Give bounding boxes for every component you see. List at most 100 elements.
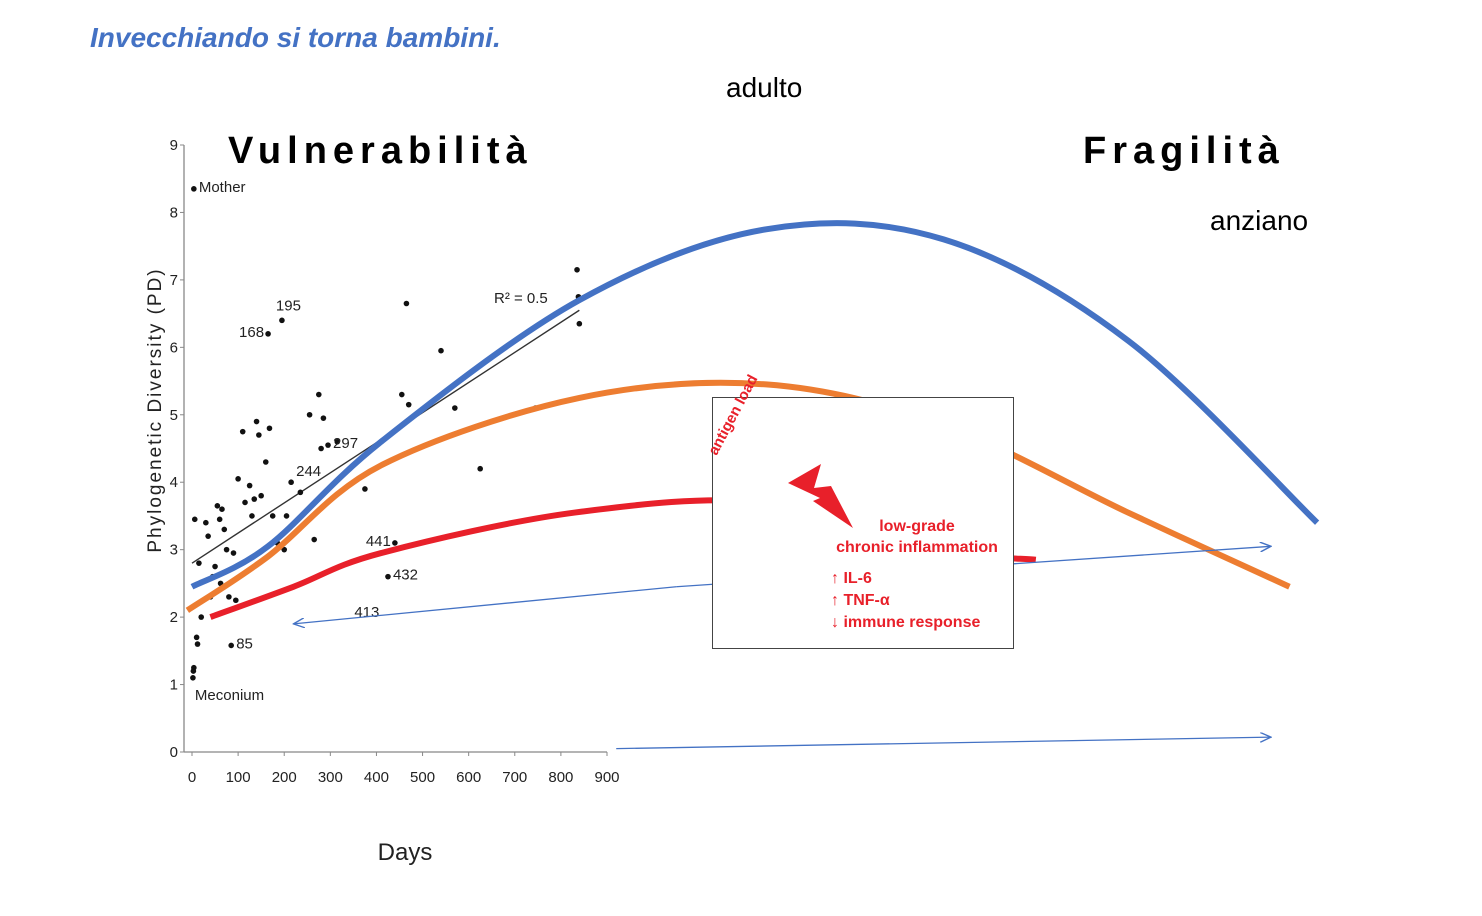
point-label: 413	[354, 604, 379, 621]
data-point	[191, 186, 197, 192]
cytokine-item: ↑ TNF-α	[831, 592, 890, 609]
inflammation-heading-line2: chronic inflammation	[836, 539, 998, 556]
data-point	[251, 496, 258, 502]
data-point	[253, 418, 260, 425]
x-tick-label: 400	[364, 769, 389, 786]
point-label: 244	[296, 463, 321, 480]
data-point	[205, 533, 211, 539]
lightning-bolt-icon	[788, 464, 853, 528]
data-point	[212, 563, 218, 570]
axes: 0 1 2 3 4 5 6 7 8 9 0 100 200 300 400 500 600 700 800 900	[170, 137, 620, 786]
y-axis-label: Phylogenetic Diversity (PD)	[145, 267, 166, 552]
data-point	[221, 526, 228, 533]
data-point	[325, 442, 331, 448]
x-axis-label: Days	[378, 839, 433, 866]
point-label: 441	[366, 533, 391, 550]
x-tick-label: 600	[456, 769, 481, 786]
data-point	[311, 536, 317, 543]
inflammation-heading: low-grade chronic inflammation	[827, 516, 1007, 558]
data-point	[196, 560, 202, 566]
data-point	[320, 415, 327, 421]
y-tick-label: 1	[170, 677, 178, 694]
cytokine-item: ↑ IL-6	[831, 570, 872, 587]
data-point	[239, 428, 246, 435]
x-tick-label: 0	[188, 769, 196, 786]
overlay-curve	[185, 379, 1291, 613]
x-tick-label: 500	[410, 769, 435, 786]
label-vulnerabilita: Vulnerabilità	[228, 130, 533, 172]
data-point	[392, 540, 398, 546]
point-label: 85	[236, 635, 253, 652]
point-label: 168	[239, 324, 264, 341]
data-point	[279, 317, 285, 324]
data-point	[266, 425, 273, 432]
point-label: 432	[393, 567, 418, 584]
data-point	[219, 506, 225, 512]
data-point	[403, 300, 410, 307]
data-point	[235, 476, 241, 482]
data-point	[194, 641, 201, 647]
data-point	[334, 438, 341, 445]
label-anziano: anziano	[1210, 205, 1309, 236]
data-point	[249, 513, 255, 519]
data-point	[265, 331, 271, 337]
x-tick-label: 200	[272, 769, 297, 786]
x-tick-label: 800	[548, 769, 573, 786]
y-tick-label: 8	[170, 204, 178, 221]
overlay-curve	[190, 220, 1320, 590]
y-tick-label: 7	[170, 272, 178, 289]
inflammation-inset: antigen load low-grade chronic inflammat…	[705, 372, 1014, 649]
x-tick-label: 700	[502, 769, 527, 786]
data-point	[198, 614, 205, 620]
cytokine-item: ↓ immune response	[831, 614, 981, 631]
data-point	[230, 550, 237, 556]
data-point	[297, 489, 304, 496]
point-label: 195	[276, 297, 301, 314]
cytokine-list: ↑ IL-6 ↑ TNF-α ↓ immune response	[831, 568, 980, 634]
inflammation-heading-line1: low-grade	[879, 518, 955, 535]
arrow	[293, 586, 677, 624]
x-tick-label: 300	[318, 769, 343, 786]
data-point	[306, 411, 313, 418]
point-label: 297	[333, 435, 358, 452]
data-point	[405, 401, 412, 408]
data-point	[316, 391, 322, 398]
data-point	[246, 482, 253, 489]
data-point	[193, 634, 200, 641]
data-point	[452, 405, 458, 411]
scatter-points	[190, 186, 583, 681]
data-point	[318, 445, 324, 452]
data-point	[477, 465, 483, 472]
data-point	[399, 391, 405, 398]
data-point	[191, 664, 197, 671]
data-point	[281, 546, 288, 553]
y-tick-label: 4	[170, 474, 178, 491]
data-point	[438, 347, 444, 354]
y-tick-label: 6	[170, 339, 178, 356]
data-point	[283, 513, 290, 519]
data-point	[214, 503, 221, 509]
data-point	[576, 320, 583, 327]
data-point	[191, 516, 198, 523]
point-label: Mother	[199, 179, 246, 196]
data-point	[203, 519, 209, 526]
data-point	[258, 492, 264, 499]
label-adulto: adulto	[726, 72, 803, 103]
data-point	[223, 546, 230, 553]
data-point	[190, 675, 196, 681]
data-point	[288, 479, 294, 486]
y-tick-label: 3	[170, 542, 178, 559]
data-point	[385, 573, 391, 580]
data-point	[226, 594, 232, 600]
data-point	[256, 432, 262, 438]
data-point	[362, 486, 368, 492]
slide-title: Invecchiando si torna bambini.	[90, 22, 501, 53]
data-point	[228, 642, 234, 649]
data-point	[269, 513, 276, 519]
y-tick-label: 9	[170, 137, 178, 154]
data-point	[262, 459, 269, 465]
x-tick-label: 900	[594, 769, 619, 786]
data-point	[233, 597, 239, 604]
